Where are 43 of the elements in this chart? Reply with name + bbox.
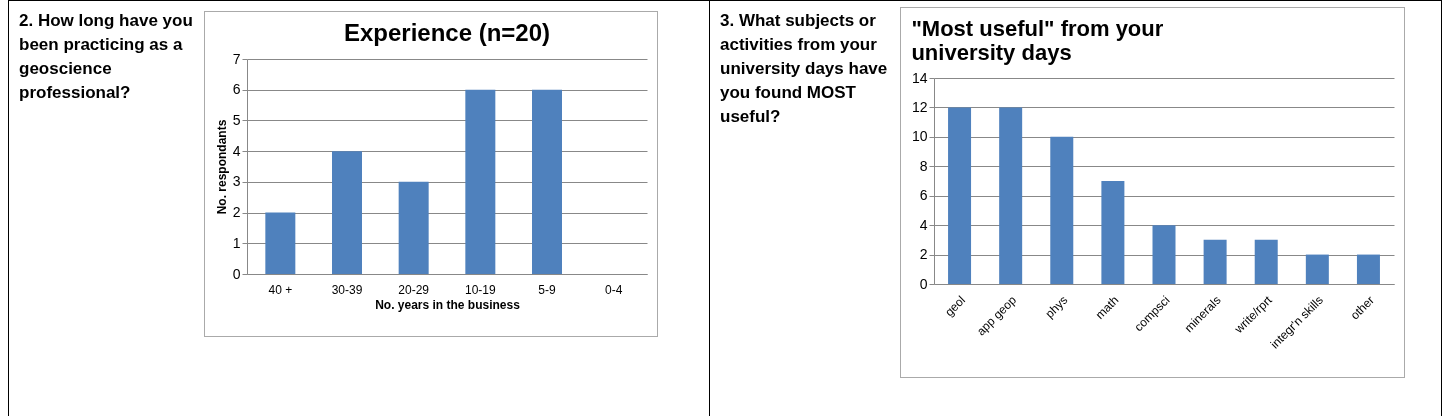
y-tick-label: 2 — [919, 246, 928, 263]
bar — [332, 151, 362, 274]
bar — [999, 107, 1023, 284]
y-tick-label: 1 — [232, 234, 241, 251]
y-tick-label: 0 — [919, 275, 928, 292]
y-tick-label: 6 — [232, 81, 241, 98]
bar — [532, 89, 562, 274]
bar — [1254, 239, 1278, 284]
text: "Most useful" from your — [911, 16, 1164, 41]
y-tick-label: 4 — [232, 142, 241, 159]
y-tick-label: 14 — [911, 69, 928, 86]
y-tick-label: 4 — [919, 216, 928, 233]
bar — [1050, 136, 1074, 284]
bar — [1305, 254, 1329, 284]
x-tick-label: 40 + — [268, 282, 293, 297]
y-tick-label: 0 — [232, 265, 241, 282]
y-tick-label: 8 — [919, 157, 928, 174]
y-tick-label: 10 — [911, 128, 928, 145]
x-tick-label: 10-19 — [464, 282, 496, 297]
y-tick-label: 12 — [911, 98, 928, 115]
bar — [1152, 225, 1176, 284]
y-tick-label: 6 — [919, 187, 928, 204]
x-axis-title: No. years in the business — [375, 297, 521, 312]
bar — [1356, 254, 1380, 284]
x-tick-label: 0-4 — [604, 282, 623, 297]
bar — [398, 181, 429, 274]
bar — [1101, 181, 1125, 284]
y-tick-label: 5 — [232, 111, 241, 128]
bar — [948, 107, 972, 284]
y-tick-label: 7 — [232, 50, 241, 67]
y-tick-label: 3 — [232, 173, 241, 190]
text: 2. How long have you been practicing as a geoscience professional? — [18, 10, 194, 104]
x-tick-label: 30-39 — [331, 282, 363, 297]
text: university days — [911, 40, 1072, 65]
bar — [465, 89, 496, 274]
text: 3. What subjects or activities from your university days have you found MOST useful? — [719, 10, 889, 128]
y-axis-title: No. respondants — [214, 119, 229, 215]
bar — [1203, 239, 1227, 284]
bar — [265, 212, 296, 274]
y-tick-label: 2 — [232, 204, 241, 221]
x-tick-label: 20-29 — [398, 282, 430, 297]
chart-title: Experience (n=20) — [343, 19, 551, 46]
x-tick-label: 5-9 — [538, 282, 556, 297]
